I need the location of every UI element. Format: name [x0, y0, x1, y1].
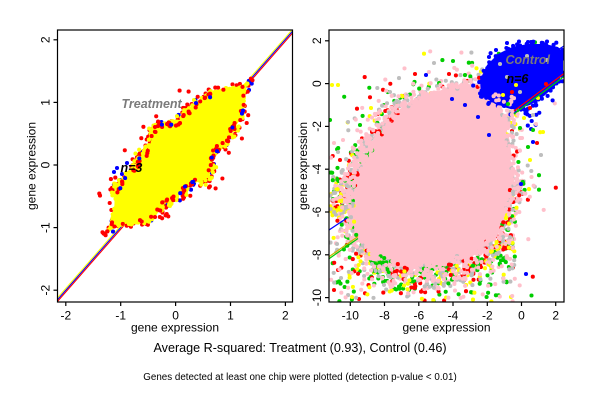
svg-text:gene expression: gene expression — [296, 122, 310, 210]
svg-text:-6: -6 — [413, 309, 424, 323]
svg-text:Genes detected at least one ch: Genes detected at least one chip were pl… — [143, 372, 456, 383]
svg-text:1: 1 — [227, 309, 234, 323]
svg-text:2: 2 — [310, 37, 324, 44]
svg-text:-8: -8 — [379, 309, 390, 323]
svg-text:-2: -2 — [482, 309, 493, 323]
svg-text:Average R-squared: Treatment (: Average R-squared: Treatment (0.93), Con… — [153, 341, 446, 355]
svg-text:n=6: n=6 — [507, 72, 530, 86]
svg-text:1: 1 — [39, 99, 53, 106]
svg-text:gene expression: gene expression — [402, 321, 490, 335]
svg-text:gene expression: gene expression — [25, 122, 39, 210]
svg-text:Control: Control — [506, 53, 551, 67]
svg-text:2: 2 — [39, 36, 53, 43]
svg-text:0: 0 — [39, 161, 53, 168]
svg-text:-10: -10 — [310, 289, 324, 307]
svg-text:0: 0 — [518, 309, 525, 323]
svg-text:-10: -10 — [342, 309, 360, 323]
svg-text:-8: -8 — [310, 249, 324, 260]
svg-text:n=3: n=3 — [121, 161, 143, 175]
svg-text:-1: -1 — [39, 222, 53, 233]
svg-text:-2: -2 — [60, 309, 71, 323]
svg-text:-2: -2 — [310, 121, 324, 132]
svg-text:-2: -2 — [39, 285, 53, 296]
svg-text:Treatment: Treatment — [122, 97, 183, 111]
svg-text:gene expression: gene expression — [131, 321, 219, 335]
svg-text:2: 2 — [282, 309, 289, 323]
svg-text:2: 2 — [552, 309, 559, 323]
svg-text:0: 0 — [172, 309, 179, 323]
svg-text:0: 0 — [310, 80, 324, 87]
svg-text:-6: -6 — [310, 206, 324, 217]
svg-text:-4: -4 — [310, 164, 324, 175]
svg-text:-1: -1 — [115, 309, 126, 323]
svg-text:-4: -4 — [448, 309, 459, 323]
